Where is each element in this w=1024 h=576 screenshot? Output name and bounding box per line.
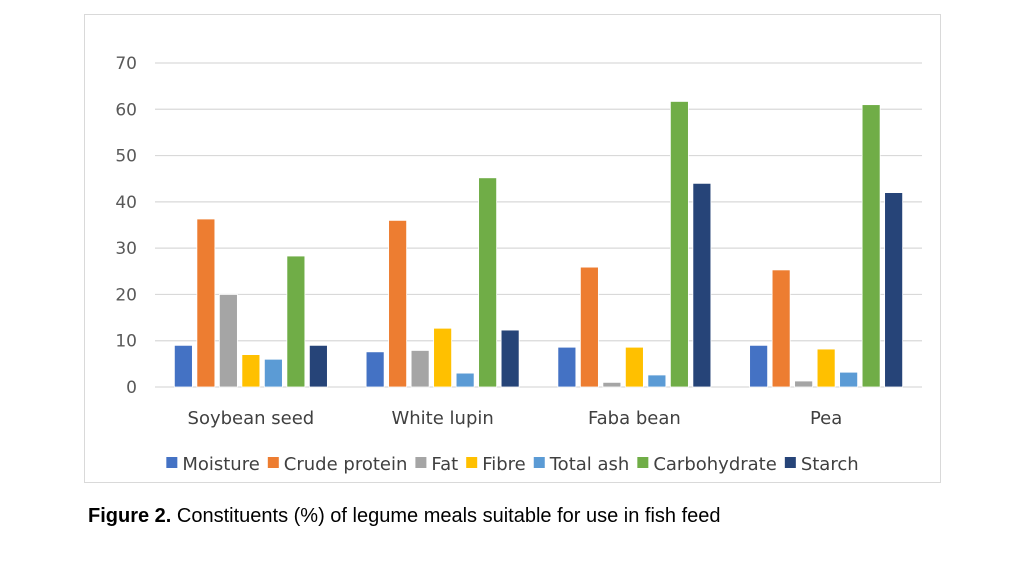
bar-fat	[794, 380, 814, 388]
legend-swatch	[166, 457, 178, 468]
bar-carbohydrate	[478, 177, 498, 388]
bar-crude-protein	[579, 266, 599, 388]
x-category-label: Faba bean	[588, 408, 681, 429]
y-tick-label: 60	[115, 100, 137, 120]
y-tick-label: 30	[115, 239, 137, 259]
bar-fibre	[433, 327, 453, 388]
x-category-label: White lupin	[391, 408, 493, 429]
x-category-label: Soybean seed	[188, 408, 315, 429]
y-tick-label: 10	[115, 332, 137, 352]
bar-moisture	[749, 344, 769, 388]
bar-fibre	[816, 348, 836, 388]
legend-swatch	[637, 457, 649, 468]
bar-total-ash	[647, 374, 667, 388]
bar-fibre	[624, 346, 644, 388]
y-tick-label: 40	[115, 193, 137, 213]
legend-label: Crude protein	[284, 454, 408, 475]
legend-swatch	[784, 457, 796, 468]
legend-label: Fat	[431, 454, 458, 475]
figure-caption: Figure 2. Constituents (%) of legume mea…	[88, 505, 721, 528]
caption-label: Figure 2.	[88, 505, 172, 527]
bar-carbohydrate	[669, 101, 689, 388]
legend-label: Moisture	[182, 454, 259, 475]
bar-fat	[602, 381, 622, 388]
legend-label: Starch	[801, 454, 859, 475]
legend-label: Carbohydrate	[653, 454, 777, 475]
y-tick-label: 70	[115, 54, 137, 74]
bar-starch	[692, 182, 712, 388]
bar-fat	[410, 350, 430, 388]
bar-fibre	[241, 354, 261, 388]
legend-swatch	[415, 457, 427, 468]
bar-starch	[500, 329, 520, 388]
y-tick-label: 0	[126, 378, 137, 398]
bar-total-ash	[263, 358, 283, 388]
bar-starch	[884, 192, 904, 388]
bar-crude-protein	[196, 218, 216, 388]
bar-moisture	[365, 351, 385, 388]
chart-frame	[84, 14, 941, 483]
caption-text: Constituents (%) of legume meals suitabl…	[171, 505, 721, 527]
bar-crude-protein	[771, 269, 791, 388]
bar-starch	[308, 344, 328, 388]
legend-swatch	[533, 457, 545, 468]
bar-carbohydrate	[861, 104, 881, 388]
x-category-label: Pea	[810, 408, 842, 429]
legend-label: Fibre	[482, 454, 526, 475]
bar-moisture	[173, 344, 193, 388]
bar-moisture	[557, 346, 577, 388]
bar-fat	[218, 294, 238, 388]
legend-swatch	[267, 457, 279, 468]
y-tick-label: 50	[115, 147, 137, 167]
legend-label: Total ash	[549, 454, 630, 475]
bar-crude-protein	[388, 219, 408, 388]
legend-swatch	[466, 457, 478, 468]
bar-total-ash	[455, 372, 475, 388]
bar-carbohydrate	[286, 255, 306, 388]
y-tick-label: 20	[115, 285, 137, 305]
bar-total-ash	[839, 371, 859, 388]
